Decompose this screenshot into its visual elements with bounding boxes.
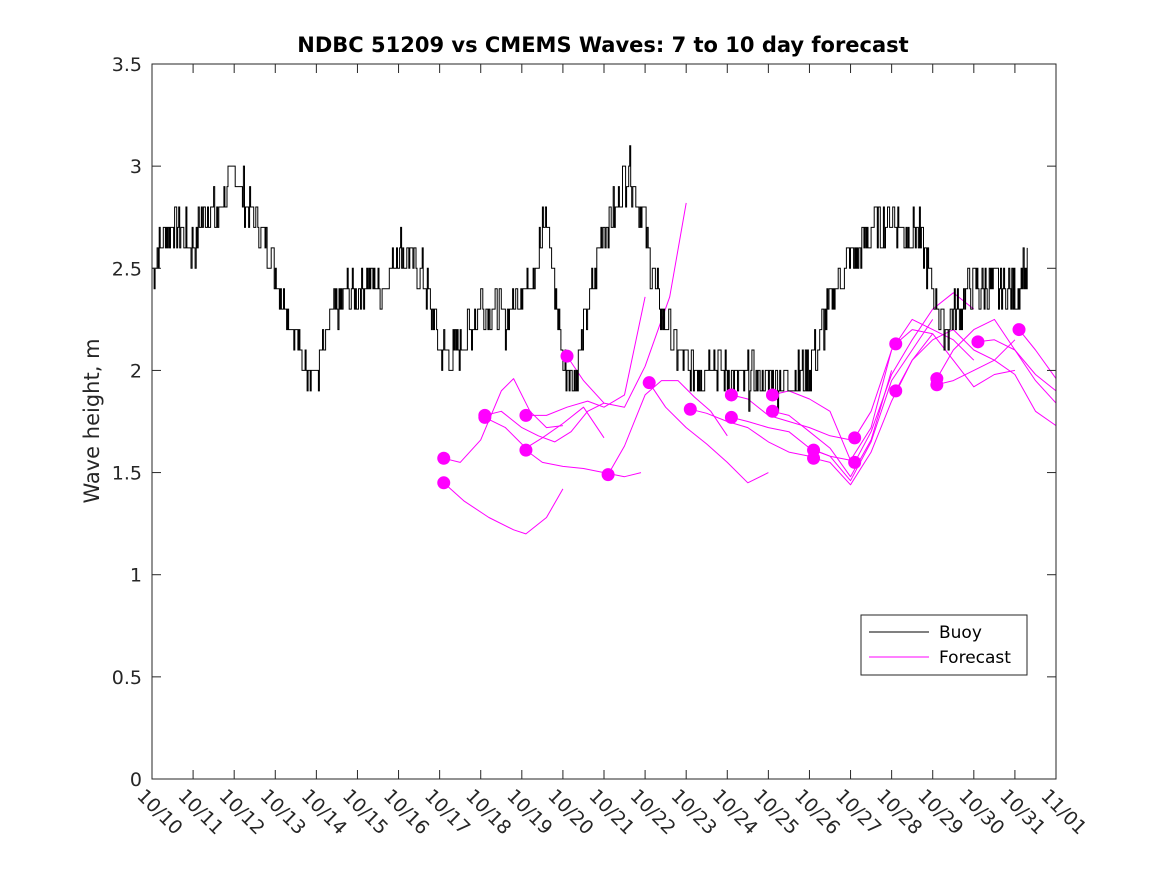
- forecast-line: [648, 382, 769, 484]
- forecast-marker: [683, 402, 697, 416]
- forecast-line: [607, 380, 728, 475]
- forecast-marker: [642, 376, 656, 390]
- forecast-marker: [437, 451, 451, 465]
- forecast-line: [484, 402, 605, 443]
- forecast-line: [731, 394, 851, 441]
- forecast-marker: [1012, 323, 1026, 337]
- y-tick-label: 0: [130, 769, 142, 791]
- chart-title: NDBC 51209 vs CMEMS Waves: 7 to 10 day f…: [297, 33, 908, 57]
- forecast-marker: [519, 443, 533, 457]
- forecast-marker: [560, 349, 574, 363]
- forecast-marker: [889, 384, 903, 398]
- forecast-marker: [889, 337, 903, 351]
- forecast-line: [525, 296, 646, 416]
- legend-forecast-label: Forecast: [939, 648, 1011, 668]
- forecast-marker: [519, 408, 533, 422]
- forecast-markers-group: [437, 323, 1026, 490]
- forecast-line: [936, 318, 1057, 404]
- y-axis-label: Wave height, m: [80, 338, 104, 503]
- forecast-line: [854, 318, 975, 439]
- forecast-marker: [848, 431, 862, 445]
- y-tick-label: 2.5: [112, 258, 142, 280]
- legend-box: [860, 614, 1028, 676]
- forecast-marker: [724, 388, 738, 402]
- forecast-line: [525, 449, 642, 478]
- legend: Buoy Forecast: [860, 614, 1028, 676]
- forecast-line: [813, 319, 934, 482]
- forecast-marker: [437, 476, 451, 490]
- legend-buoy-label: Buoy: [939, 623, 982, 643]
- y-axis: 0 0.5 1 1.5 2 2.5 3 3.5: [112, 54, 1056, 791]
- buoy-series-group: [152, 145, 1028, 412]
- forecast-marker: [848, 455, 862, 469]
- forecast-line: [443, 378, 563, 463]
- forecast-line: [443, 482, 564, 535]
- forecast-series-group: [443, 202, 1057, 535]
- forecast-line: [690, 408, 810, 457]
- forecast-line: [566, 202, 687, 408]
- forecast-line: [1018, 329, 1057, 379]
- forecast-marker: [807, 451, 821, 465]
- forecast-marker: [724, 410, 738, 424]
- forecast-line: [936, 359, 1057, 427]
- y-tick-label: 1: [130, 565, 142, 587]
- forecast-marker: [765, 404, 779, 418]
- forecast-marker: [971, 335, 985, 349]
- y-tick-label: 2: [130, 360, 142, 382]
- buoy-line: [152, 145, 1028, 412]
- forecast-line: [977, 339, 1057, 392]
- forecast-marker: [478, 408, 492, 422]
- forecast-marker: [765, 388, 779, 402]
- forecast-line: [772, 370, 893, 478]
- y-tick-label: 0.5: [112, 667, 142, 689]
- forecast-line: [854, 292, 975, 463]
- y-tick-label: 3.5: [112, 54, 142, 76]
- forecast-marker: [601, 468, 615, 482]
- forecast-line: [895, 329, 1015, 388]
- y-tick-label: 3: [130, 156, 142, 178]
- y-tick-label: 1.5: [112, 463, 142, 485]
- forecast-marker: [930, 378, 944, 392]
